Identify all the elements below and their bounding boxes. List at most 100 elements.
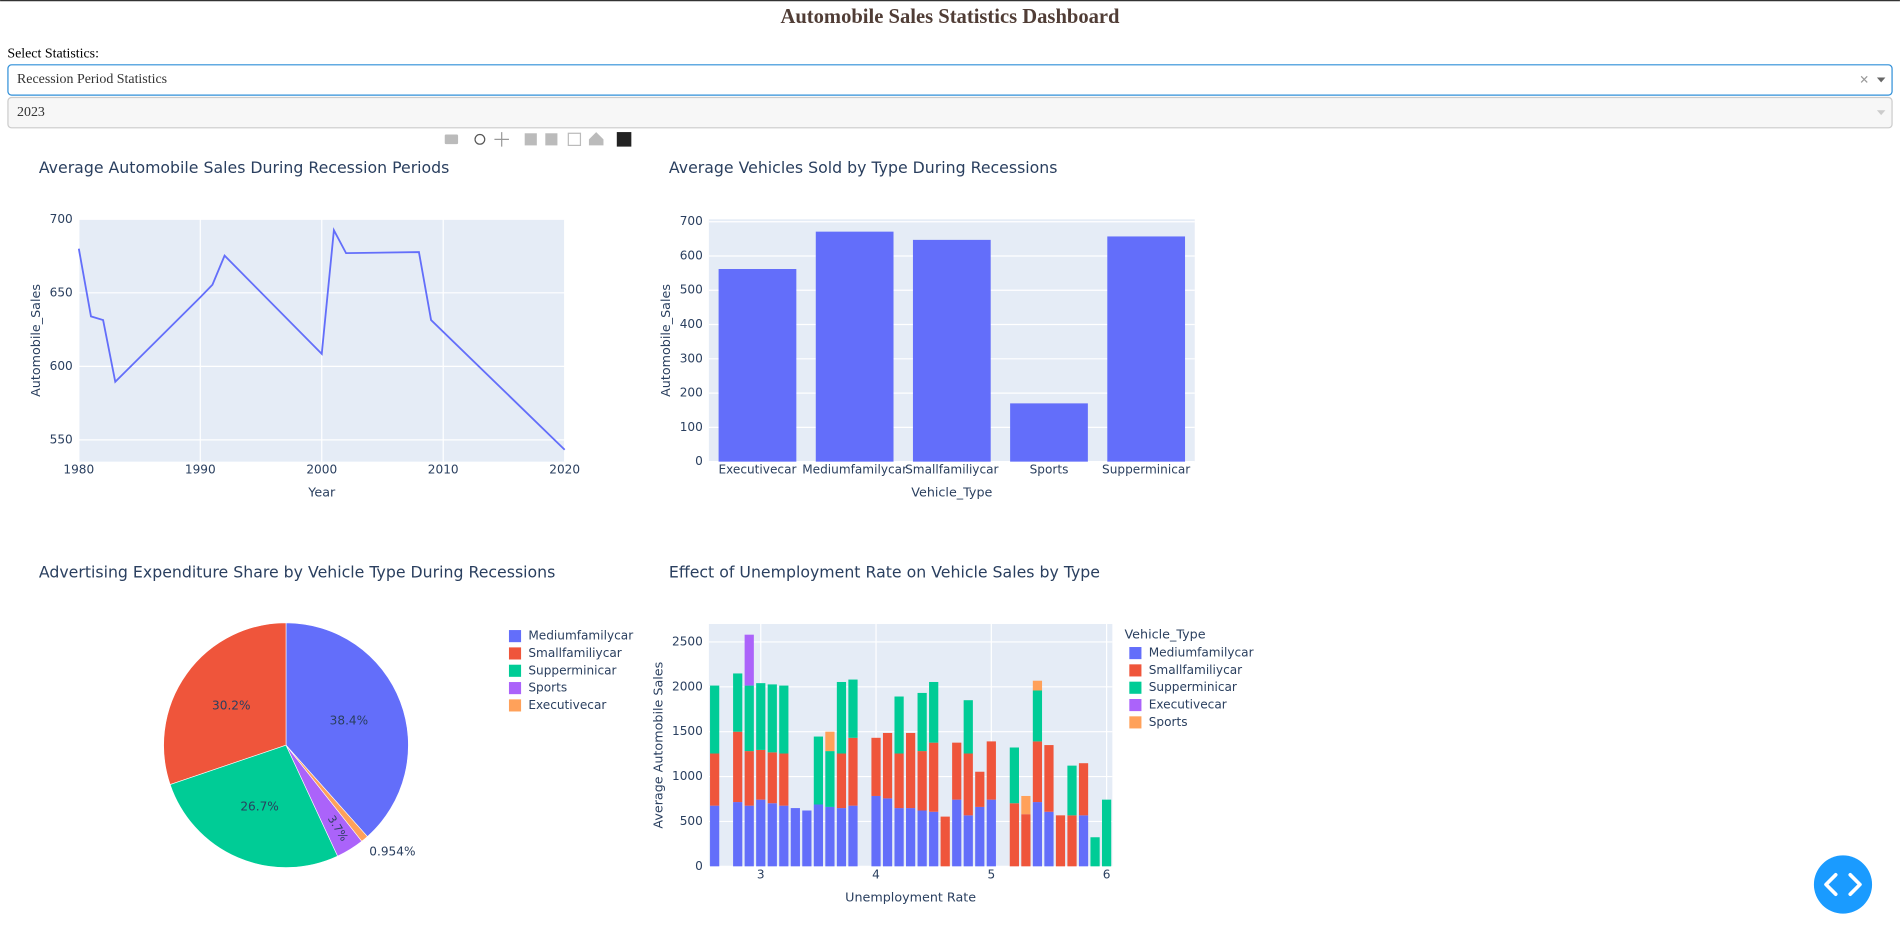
autoscale-icon[interactable]	[567, 132, 582, 147]
bar-segment	[975, 771, 985, 807]
bar-segment	[733, 731, 743, 803]
y-tick-label: 600	[50, 359, 73, 373]
bar-segment	[929, 681, 939, 743]
bar-segment	[882, 798, 893, 867]
bar	[1010, 403, 1088, 462]
legend-swatch	[508, 647, 522, 660]
legend-label: Supperminicar	[528, 663, 616, 677]
legend-label: Sports	[528, 681, 567, 695]
bar-segment	[813, 804, 824, 867]
bar-segment	[906, 732, 916, 809]
bar-segment	[1044, 811, 1054, 867]
bar-segment	[1055, 815, 1066, 867]
bar-segment	[871, 795, 881, 867]
bar-segment	[1032, 680, 1043, 691]
bar-segment	[1078, 815, 1089, 867]
legend-label: Supperminicar	[1149, 680, 1237, 694]
modebar	[444, 132, 632, 147]
chart-title: Effect of Unemployment Rate on Vehicle S…	[669, 563, 1100, 582]
pie-label: 30.2%	[212, 698, 250, 712]
bar-segment	[733, 802, 743, 867]
bar-segment	[963, 815, 973, 867]
zoom-out-icon[interactable]	[545, 133, 558, 146]
pie-slice	[169, 744, 339, 868]
plotly-logo[interactable]	[616, 132, 632, 147]
bar-segment	[986, 741, 996, 800]
bar-segment	[871, 737, 881, 796]
bar-segment	[848, 679, 858, 738]
x-axis-title: Vehicle_Type	[911, 485, 992, 500]
legend-swatch	[508, 630, 522, 643]
bar-segment	[986, 799, 996, 867]
bar-segment	[779, 685, 789, 754]
clear-icon[interactable]	[1860, 75, 1868, 83]
x-axis-title: Unemployment Rate	[845, 889, 976, 904]
y-tick-label: 0	[695, 454, 703, 468]
bar-segment	[710, 805, 720, 867]
bar-segment	[825, 731, 835, 752]
year-dropdown[interactable]: 2023	[7, 96, 1893, 129]
bar-segment	[917, 751, 927, 811]
dropdown-arrow[interactable]	[1876, 110, 1886, 116]
x-tick-label: 6	[1103, 867, 1111, 881]
bar-segment	[710, 685, 720, 754]
x-axis-title: Year	[307, 485, 336, 500]
y-tick-label: 650	[50, 285, 73, 299]
dropdown-box[interactable]	[7, 96, 1893, 129]
zoom-icon[interactable]	[474, 133, 486, 145]
bar-segment	[767, 803, 777, 867]
dropdown-value[interactable]: 2023	[17, 105, 45, 120]
bar-segment	[929, 811, 939, 867]
zoom-in-icon[interactable]	[524, 133, 537, 146]
chart-title: Advertising Expenditure Share by Vehicle…	[39, 563, 556, 582]
x-tick-label: Sports	[1030, 463, 1069, 477]
legend-swatch	[1129, 681, 1142, 694]
x-tick-label: 1980	[63, 463, 94, 477]
chart-title: Average Automobile Sales During Recessio…	[39, 158, 450, 177]
pie-label: 38.4%	[330, 714, 368, 728]
code-icon[interactable]	[1824, 872, 1862, 897]
legend-swatch	[1129, 664, 1142, 677]
dashboard-title: Automobile Sales Statistics Dashboard	[781, 6, 1121, 28]
y-axis-title: Average Automobile Sales	[651, 662, 666, 829]
bar-segment	[848, 805, 858, 867]
y-axis-title: Automobile_Sales	[28, 284, 43, 397]
legend-title: Vehicle_Type	[1124, 626, 1205, 641]
x-tick-label: 2010	[428, 463, 459, 477]
bar-segment	[1009, 747, 1019, 804]
legend-swatch	[1129, 716, 1142, 729]
bar-segment	[756, 749, 766, 800]
bar	[815, 231, 894, 462]
camera-icon[interactable]	[444, 134, 459, 145]
statistic-dropdown[interactable]: Recession Period Statistics	[7, 64, 1893, 96]
bar-segment	[756, 799, 766, 867]
y-tick-label: 550	[50, 432, 73, 446]
dropdown-arrow[interactable]	[1876, 77, 1886, 83]
y-tick-label: 300	[680, 351, 703, 365]
dropdown-value[interactable]: Recession Period Statistics	[17, 72, 167, 87]
legend-swatch	[508, 664, 522, 677]
code-button[interactable]	[1813, 855, 1873, 914]
bar-segment	[1067, 815, 1077, 867]
legend-swatch	[1129, 647, 1142, 660]
pie-slice	[285, 744, 368, 842]
bar-segment	[710, 753, 720, 806]
bar	[718, 269, 797, 462]
button-circle[interactable]	[1813, 855, 1873, 914]
bar-segment	[733, 673, 743, 732]
bar-segment	[1032, 741, 1043, 803]
pan-icon[interactable]	[494, 132, 509, 147]
bar-segment	[1044, 745, 1054, 812]
y-tick-label: 400	[680, 317, 703, 331]
reset-icon[interactable]	[588, 132, 604, 146]
bar-segment	[917, 692, 927, 752]
x-tick-label: 3	[757, 867, 765, 881]
legend-label: Smallfamiliycar	[1149, 663, 1242, 677]
bar-segment	[836, 808, 847, 867]
y-tick-label: 2500	[672, 634, 703, 648]
bar-segment	[756, 683, 766, 750]
bar-segment	[952, 742, 962, 800]
bar-segment	[940, 816, 950, 867]
dropdown-box[interactable]	[7, 64, 1893, 96]
